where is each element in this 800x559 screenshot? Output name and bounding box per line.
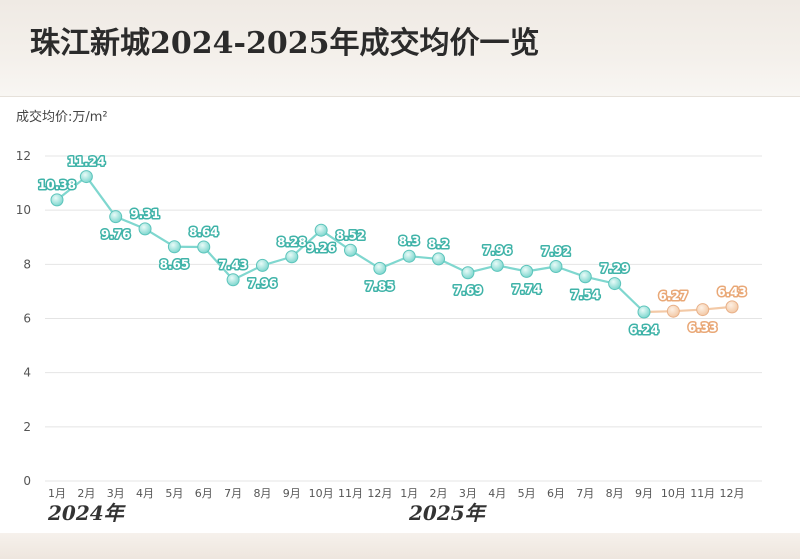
data-point [167,240,181,254]
data-label: 8.64 [189,225,219,239]
y-tick-label: 0 [23,474,31,488]
y-tick-label: 10 [16,203,31,217]
data-label: 6.33 [688,321,718,335]
data-point [373,261,387,275]
x-tick-label: 2月 [430,487,448,500]
x-tick-label: 11月 [690,487,715,500]
x-tick-label: 4月 [488,487,506,500]
data-label: 8.28 [277,235,307,249]
data-point [255,258,269,272]
x-tick-label: 8月 [253,487,271,500]
year-label-2025: 2025年 [409,501,485,525]
x-tick-label: 10月 [309,487,334,500]
data-point [79,170,93,184]
data-label: 7.54 [570,288,600,302]
x-tick-label: 11月 [338,487,363,500]
x-tick-label: 7月 [576,487,594,500]
x-tick-label: 12月 [367,487,392,500]
data-point [197,240,211,254]
data-point [490,258,504,272]
y-tick-label: 6 [23,312,31,326]
data-label: 9.31 [130,207,160,221]
x-tick-label: 4月 [136,487,154,500]
footer-band [0,533,800,559]
data-label: 6.24 [629,323,659,337]
year-label-2024: 2024年 [48,501,124,525]
data-label: 8.52 [336,228,366,242]
x-tick-label: 3月 [107,487,125,500]
y-axis-label: 成交均价:万/m² [16,110,108,125]
series-line-segment [202,245,235,281]
data-label: 8.2 [428,237,449,251]
x-tick-label: 5月 [165,487,183,500]
data-label: 7.85 [365,279,395,293]
x-tick-label: 1月 [400,487,418,500]
data-point [226,273,240,287]
data-point [344,243,357,257]
x-tick-label: 10月 [661,487,686,500]
data-label: 9.76 [101,228,131,242]
chart-title: 珠江新城2024-2025年成交均价一览 [30,26,540,61]
y-tick-label: 4 [23,366,31,380]
data-label: 7.43 [218,258,248,272]
data-point [608,277,622,291]
data-label: 8.3 [399,234,420,248]
data-point [402,249,416,263]
x-tick-label: 9月 [635,487,653,500]
data-label: 9.26 [306,241,336,255]
x-tick-label: 6月 [195,487,213,500]
x-tick-label: 5月 [518,487,536,500]
x-tick-label: 8月 [606,487,624,500]
data-label: 7.96 [248,276,278,290]
data-point [461,266,475,280]
data-label: 7.29 [600,262,630,276]
y-tick-label: 2 [23,420,31,434]
header-banner: 珠江新城2024-2025年成交均价一览 [0,0,800,97]
data-point [520,264,534,278]
data-point [578,270,592,284]
series-line-segment [290,229,323,258]
data-point [432,252,446,266]
data-label: 7.69 [453,284,483,298]
data-label: 8.65 [160,258,190,272]
data-point [314,223,328,237]
y-tick-label: 8 [23,257,31,271]
data-point [637,305,651,319]
data-point [696,303,710,317]
data-point [549,260,563,273]
data-label: 6.43 [717,285,747,299]
x-tick-label: 7月 [224,487,242,500]
x-tick-label: 3月 [459,487,477,500]
x-tick-label: 6月 [547,487,565,500]
x-tick-label: 9月 [283,487,301,500]
data-label: 7.74 [512,282,542,296]
data-label: 11.24 [67,155,105,169]
x-tick-label: 12月 [720,487,745,500]
series-line-segment [85,175,117,218]
data-label: 6.27 [659,289,689,303]
data-label: 10.38 [38,178,76,192]
data-label: 7.96 [482,243,512,257]
data-point [50,193,64,207]
data-point [285,250,299,264]
series-line-segment [613,282,646,314]
x-tick-label: 2月 [77,487,95,500]
x-tick-label: 1月 [48,487,66,500]
data-label: 7.92 [541,245,571,259]
data-point [138,222,152,236]
data-point [109,210,123,224]
data-point [666,304,680,318]
y-tick-label: 12 [16,149,31,163]
data-point [725,300,739,314]
